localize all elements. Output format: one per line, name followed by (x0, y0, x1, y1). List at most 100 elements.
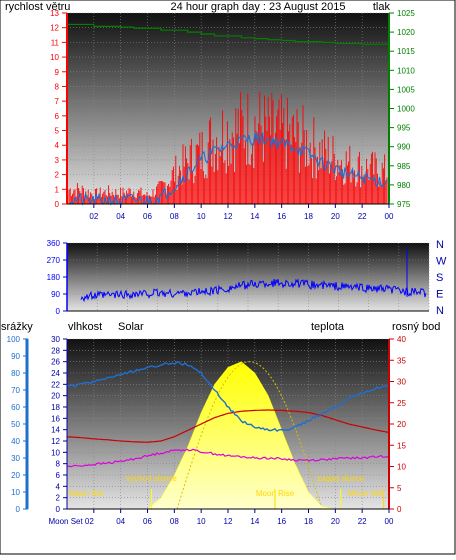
wind-tick-label: 8 (55, 82, 60, 91)
time-tick-label: Moon Set 02 (48, 517, 94, 526)
temperature-tick-label: 25 (397, 399, 406, 408)
sunset-label: západ slunce (317, 474, 365, 483)
direction-tick-label: 0 (56, 307, 61, 316)
rain-tick-label: 90 (11, 352, 20, 361)
temperature-tick-label: 30 (397, 378, 406, 387)
humidity-tick-label: 0 (56, 505, 61, 514)
pressure-tick-label: 990 (397, 143, 411, 152)
pressure-tick-label: 1015 (397, 47, 415, 56)
moonset-start-label: Moon Set (69, 489, 104, 498)
wind-tick-label: 1 (55, 185, 60, 194)
humidity-tick-label: 8 (56, 460, 61, 469)
time-tick-label: 14 (250, 212, 259, 221)
time-tick-label: 22 (358, 517, 367, 526)
rain-tick-label: 20 (11, 471, 20, 480)
compass-label: E (436, 289, 443, 301)
time-tick-label: 00 (385, 517, 394, 526)
humidity-tick-label: 4 (56, 482, 61, 491)
wind-tick-label: 11 (51, 38, 60, 47)
time-tick-label: 20 (331, 517, 340, 526)
wind-tick-label: 5 (55, 127, 60, 136)
wind-tick-label: 10 (50, 53, 59, 62)
rain-tick-label: 80 (11, 369, 20, 378)
humidity-tick-label: 2 (56, 494, 61, 503)
wind-tick-label: 3 (55, 156, 60, 165)
rain-tick-label: 60 (11, 403, 20, 412)
moonrise-label: Moon Rise (256, 489, 295, 498)
temperature-line (66, 409, 390, 443)
time-tick-label: 00 (385, 212, 394, 221)
time-tick-label: 02 (89, 212, 98, 221)
moonset-end-label: Moon Set (348, 489, 383, 498)
humidity-tick-label: 20 (51, 392, 60, 401)
wind-direction-line (80, 278, 427, 303)
wind-tick-label: 12 (50, 24, 59, 33)
rain-tick-label: 0 (16, 505, 21, 514)
rain-tick-label: 10 (11, 488, 20, 497)
time-tick-label: 22 (358, 212, 367, 221)
time-tick-label: 04 (116, 517, 125, 526)
humidity-tick-label: 30 (51, 335, 60, 344)
time-tick-label: 10 (197, 517, 206, 526)
rain-tick-label: 50 (11, 420, 20, 429)
rain-tick-label: 40 (11, 437, 20, 446)
humidity-tick-label: 22 (51, 380, 60, 389)
humidity-tick-label: 6 (56, 471, 61, 480)
temperature-tick-label: 0 (397, 505, 402, 514)
pressure-tick-label: 1025 (397, 9, 415, 18)
wind-tick-label: 6 (55, 112, 60, 121)
direction-tick-label: 360 (47, 239, 61, 248)
time-tick-label: 18 (304, 212, 313, 221)
direction-tick-label: 180 (47, 273, 61, 282)
time-tick-label: 10 (197, 212, 206, 221)
humidity-tick-label: 14 (51, 426, 60, 435)
pressure-tick-label: 980 (397, 181, 411, 190)
humidity-tick-label: 10 (51, 448, 60, 457)
time-tick-label: 06 (143, 517, 152, 526)
compass-label: N (436, 239, 444, 251)
wind-tick-label: 13 (50, 9, 59, 18)
pressure-tick-label: 985 (397, 162, 411, 171)
temperature-tick-label: 10 (397, 463, 406, 472)
dewpoint-axis-label: rosný bod (392, 321, 440, 333)
pressure-tick-label: 1000 (397, 105, 415, 114)
pressure-tick-label: 1010 (397, 66, 415, 75)
sunrise-label: východ slunce (126, 474, 177, 483)
humidity-tick-label: 16 (51, 414, 60, 423)
dewpoint-line (66, 448, 390, 468)
pressure-tick-label: 1020 (397, 28, 415, 37)
time-tick-label: 08 (170, 517, 179, 526)
time-tick-label: 06 (143, 212, 152, 221)
humidity-tick-label: 24 (51, 369, 60, 378)
time-tick-label: 16 (277, 212, 286, 221)
direction-tick-label: 90 (51, 290, 60, 299)
solar-area (146, 361, 336, 510)
time-tick-label: 04 (116, 212, 125, 221)
time-tick-label: 18 (304, 517, 313, 526)
pressure-tick-label: 975 (397, 200, 411, 209)
wind-tick-label: 2 (55, 171, 60, 180)
chart-title: 24 hour graph day : 23 August 2015 (171, 1, 346, 13)
time-tick-label: 08 (170, 212, 179, 221)
solar-max-curve (176, 361, 322, 510)
temperature-tick-label: 40 (397, 335, 406, 344)
humidity-line (66, 361, 390, 433)
pressure-line (67, 23, 390, 46)
temperature-tick-label: 15 (397, 441, 406, 450)
pressure-tick-label: 995 (397, 124, 411, 133)
wind-tick-label: 4 (55, 141, 60, 150)
wind-tick-label: 0 (55, 200, 60, 209)
pressure-axis-label: tlak (373, 1, 391, 13)
humidity-tick-label: 28 (51, 346, 60, 355)
rain-tick-label: 30 (11, 454, 20, 463)
time-tick-label: 20 (331, 212, 340, 221)
rain-tick-label: 100 (7, 335, 21, 344)
time-tick-label: 14 (250, 517, 259, 526)
rain-axis-label: srážky (1, 321, 33, 333)
compass-label: S (436, 272, 443, 284)
wind-tick-label: 7 (55, 97, 60, 106)
compass-label: W (436, 256, 447, 268)
